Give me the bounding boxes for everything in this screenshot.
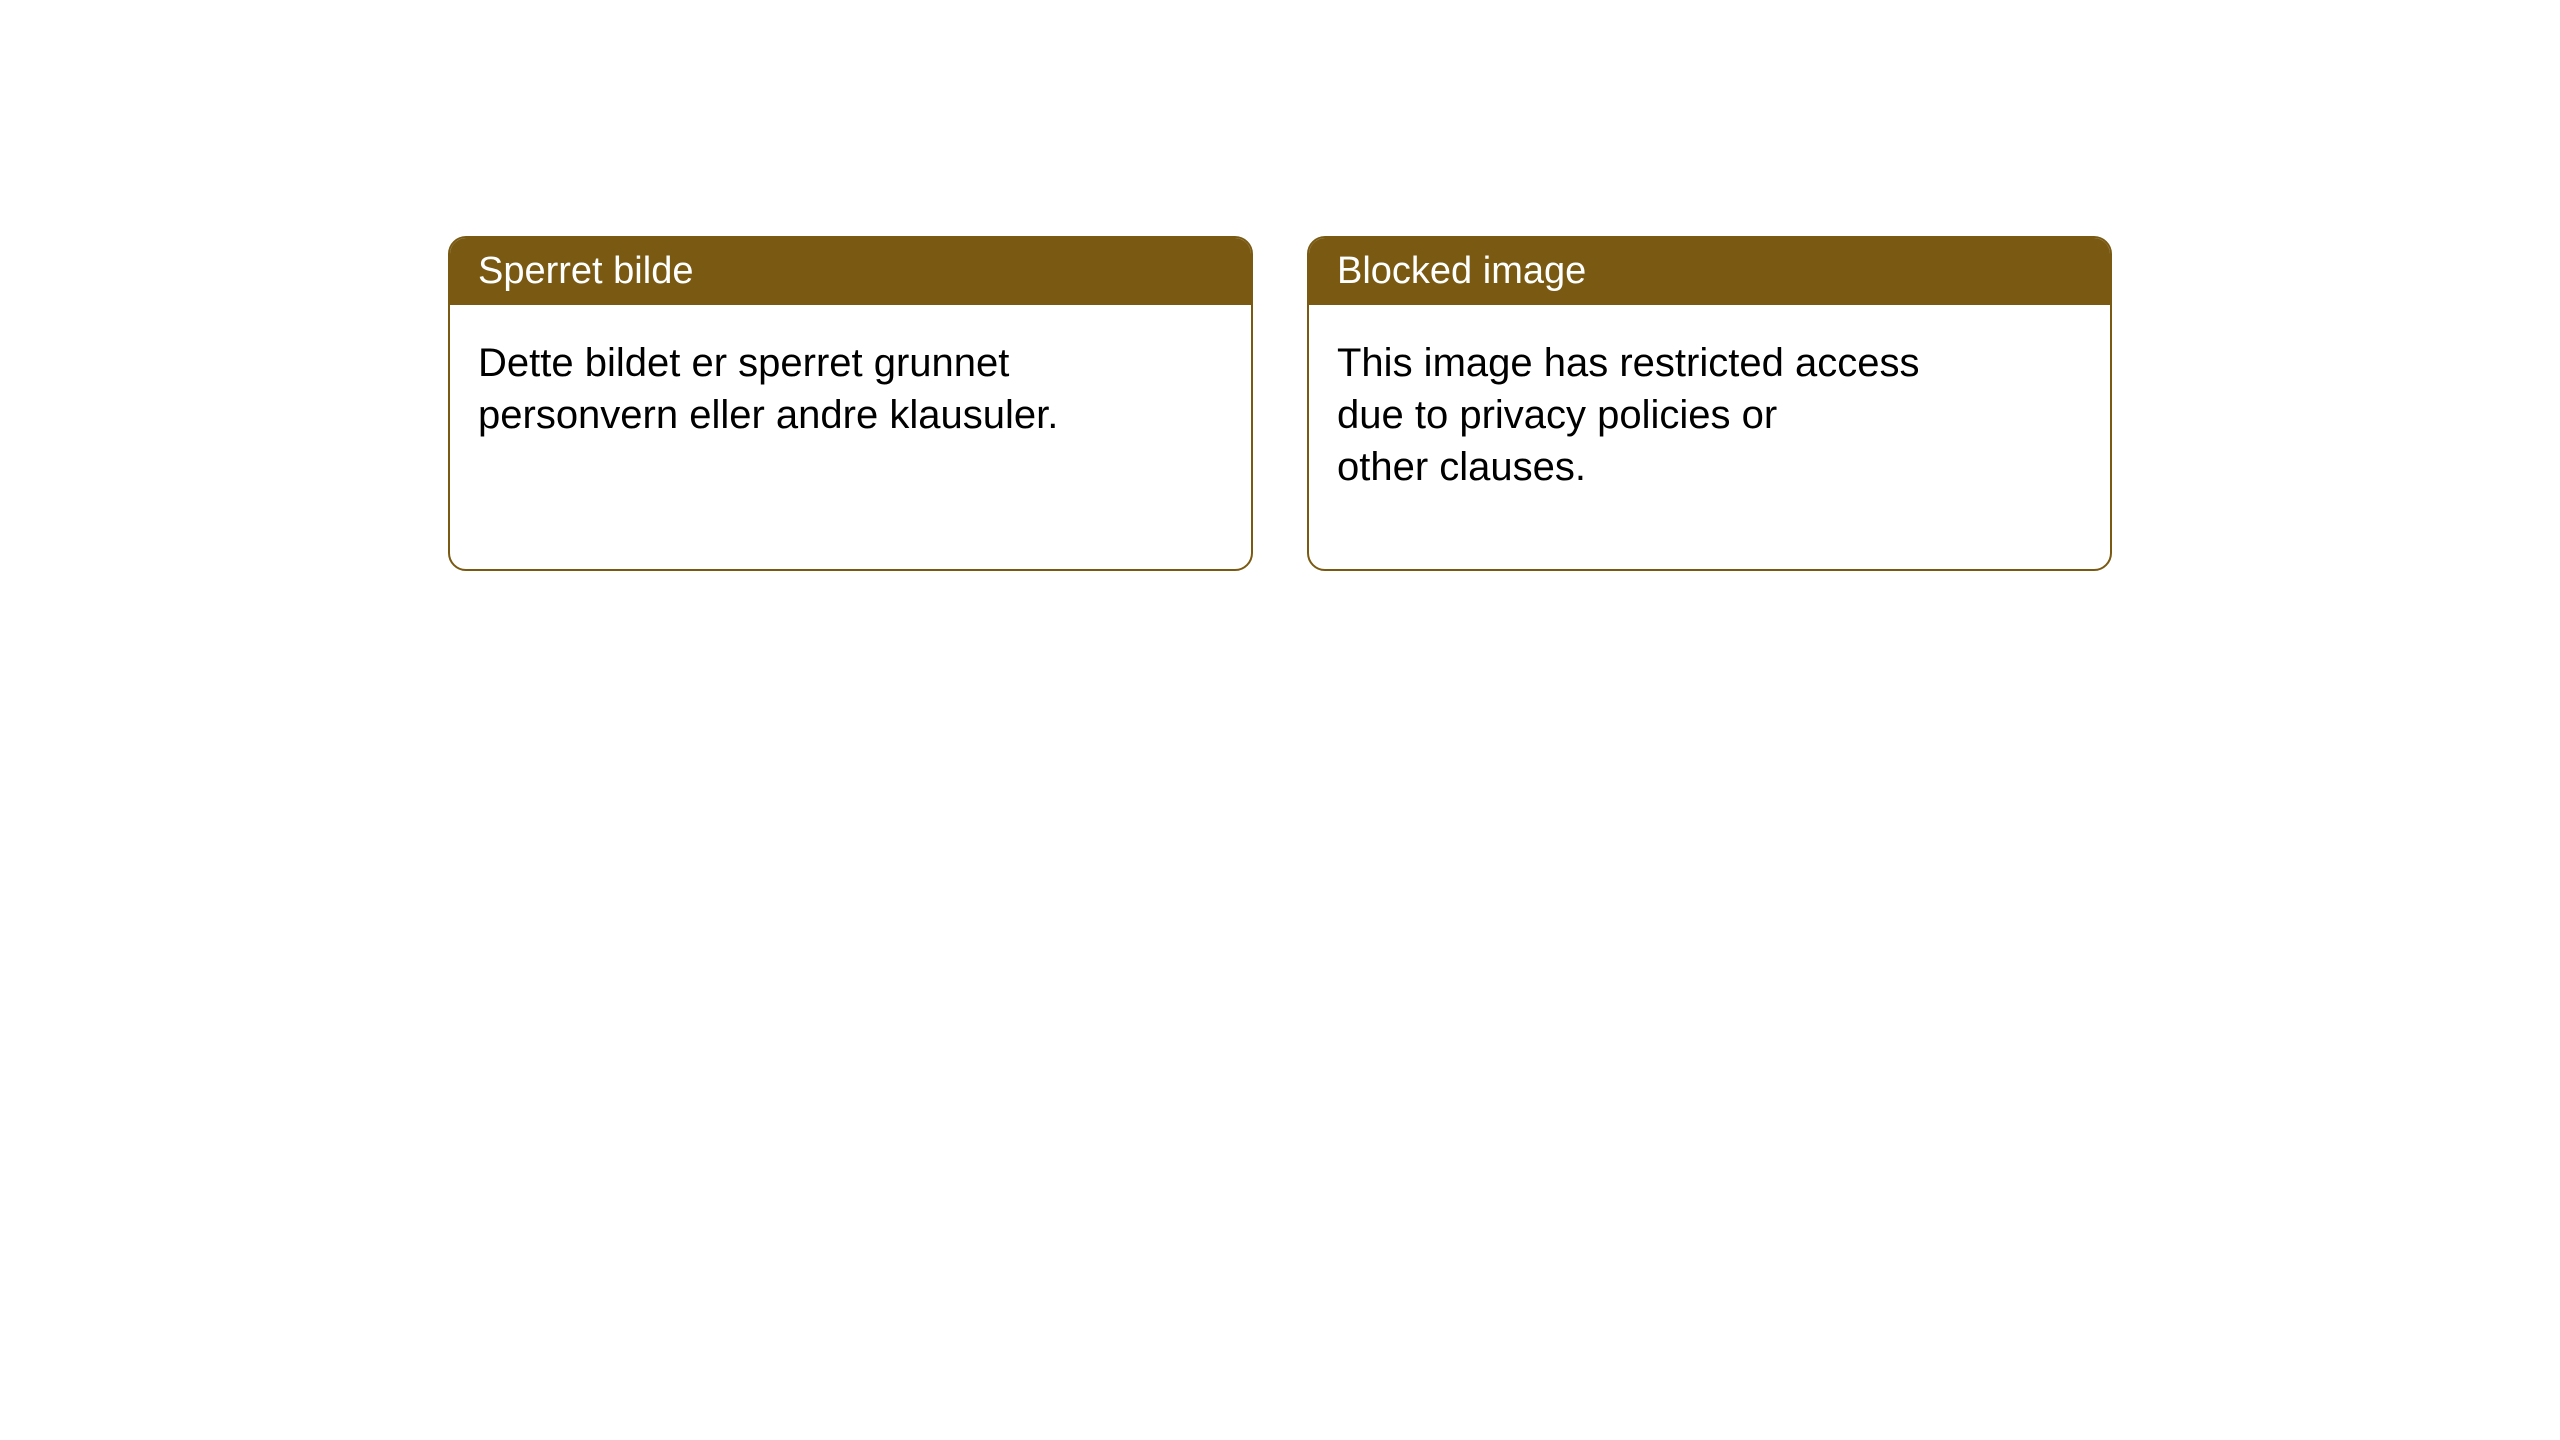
notice-card-english: Blocked image This image has restricted …: [1307, 236, 2112, 571]
notice-body: Dette bildet er sperret grunnet personve…: [450, 305, 1150, 473]
notice-title: Blocked image: [1309, 238, 2110, 305]
notice-body: This image has restricted access due to …: [1309, 305, 2009, 525]
notice-container: Sperret bilde Dette bildet er sperret gr…: [0, 0, 2560, 571]
notice-title: Sperret bilde: [450, 238, 1251, 305]
notice-card-norwegian: Sperret bilde Dette bildet er sperret gr…: [448, 236, 1253, 571]
